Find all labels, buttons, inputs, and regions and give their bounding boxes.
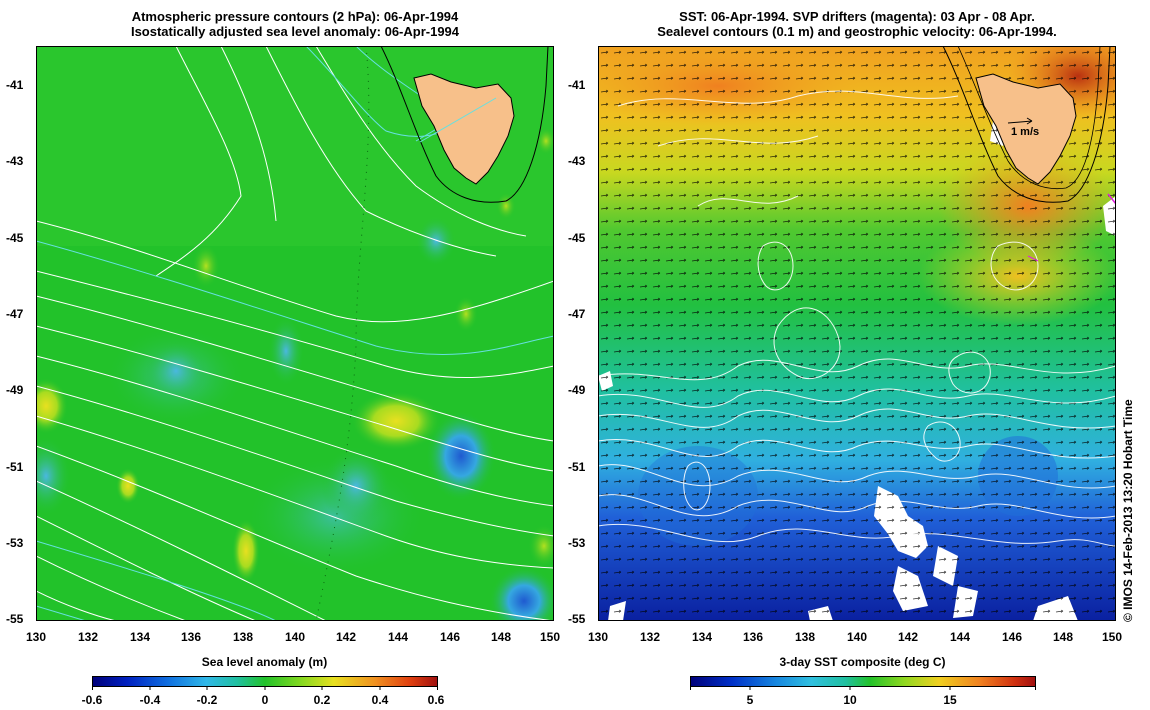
- light-blue-anomaly: [416, 216, 456, 266]
- y-tick-label: -41: [6, 78, 24, 92]
- light-blue-anomaly: [268, 316, 304, 386]
- tasmania-landmass: [975, 73, 1077, 185]
- left-colorbar: [92, 676, 438, 690]
- svp-drifter-track: [1107, 193, 1116, 205]
- light-blue-anomaly: [321, 446, 391, 526]
- x-tick-label: 144: [950, 630, 971, 644]
- y-tick-label: -53: [6, 536, 24, 550]
- lime-anomaly: [454, 296, 478, 332]
- map-frame: [598, 46, 1116, 621]
- x-tick-label: 130: [26, 630, 47, 644]
- x-tick-label: 142: [336, 630, 357, 644]
- y-tick-label: -55: [568, 612, 586, 626]
- x-tick-label: 138: [233, 630, 254, 644]
- bathymetry-contour: [942, 46, 1111, 203]
- colorbar-tick-label: -0.2: [196, 693, 218, 707]
- svp-drifter-track: [1027, 255, 1039, 262]
- y-tick-label: -41: [568, 78, 586, 92]
- right-map: [598, 46, 1116, 621]
- high-anomaly-eddy: [116, 468, 140, 504]
- x-tick-label: 148: [1053, 630, 1074, 644]
- x-tick-label: 146: [440, 630, 461, 644]
- x-tick-label: 150: [1102, 630, 1123, 644]
- x-tick-label: 136: [181, 630, 202, 644]
- y-tick-label: -49: [568, 383, 586, 397]
- colorbar-tick-label: 5: [746, 693, 754, 707]
- low-anomaly-eddy: [489, 566, 554, 621]
- right-colorbar: [690, 676, 1036, 690]
- colorbar-tick-label: 0.6: [427, 693, 445, 707]
- x-tick-label: 148: [491, 630, 512, 644]
- pressure-contours: [36, 46, 554, 621]
- y-tick-label: -47: [6, 307, 24, 321]
- x-tick-label: 134: [130, 630, 151, 644]
- y-tick-label: -49: [6, 383, 24, 397]
- high-anomaly-eddy: [351, 391, 441, 451]
- x-tick-label: 140: [285, 630, 306, 644]
- lime-anomaly: [496, 192, 516, 220]
- lime-anomaly: [192, 244, 220, 288]
- velocity-scale-label: 1 m/s: [1011, 126, 1040, 138]
- copyright-text: © IMOS 14-Feb-2013 13:20 Hobart Time: [1121, 399, 1135, 622]
- x-tick-label: 150: [540, 630, 561, 644]
- colorbar-tick-label: -0.4: [139, 693, 161, 707]
- x-tick-label: 130: [588, 630, 609, 644]
- colorbar-tick-label: 10: [843, 693, 857, 707]
- right-title-line1: SST: 06-Apr-1994. SVP drifters (magenta)…: [679, 9, 1035, 24]
- y-tick-label: -47: [568, 307, 586, 321]
- lime-anomaly: [536, 127, 554, 155]
- right-panel-title: SST: 06-Apr-1994. SVP drifters (magenta)…: [598, 9, 1116, 39]
- bathymetry-contour: [957, 46, 1101, 190]
- x-tick-label: 132: [78, 630, 99, 644]
- left-panel-title: Atmospheric pressure contours (2 hPa): 0…: [36, 9, 554, 39]
- high-anomaly-eddy: [36, 378, 68, 434]
- left-colorbar-title: Sea level anomaly (m): [201, 655, 328, 669]
- x-tick-label: 140: [847, 630, 868, 644]
- colorbar-tick-label: 15: [943, 693, 957, 707]
- x-tick-label: 138: [795, 630, 816, 644]
- y-tick-label: -45: [568, 231, 586, 245]
- bathymetry-dotted-line: [315, 46, 370, 621]
- left-map: [36, 46, 554, 621]
- cyan-contour-over-land: [419, 97, 497, 143]
- colorbar-tick-label: 0: [261, 693, 269, 707]
- velocity-scale-arrow: [1007, 117, 1033, 125]
- y-tick-label: -53: [568, 536, 586, 550]
- left-title-line2: Isostatically adjusted sea level anomaly…: [130, 24, 460, 39]
- y-tick-label: -51: [6, 460, 24, 474]
- low-anomaly-eddy: [426, 411, 496, 501]
- right-colorbar-title: 3-day SST composite (deg C): [779, 655, 946, 669]
- x-tick-label: 134: [692, 630, 713, 644]
- x-tick-label: 142: [898, 630, 919, 644]
- left-title-line1: Atmospheric pressure contours (2 hPa): 0…: [131, 9, 459, 24]
- y-tick-label: -45: [6, 231, 24, 245]
- x-tick-label: 136: [743, 630, 764, 644]
- colorbar-tick-label: 0.4: [371, 693, 389, 707]
- right-title-line2: Sealevel contours (0.1 m) and geostrophi…: [657, 24, 1057, 39]
- colorbar-tick-label: 0.2: [313, 693, 331, 707]
- tasmania-coast-contour: [380, 46, 549, 203]
- y-tick-label: -43: [6, 154, 24, 168]
- colorbar-tick-label: -0.6: [81, 693, 103, 707]
- map-frame: [36, 46, 554, 621]
- light-blue-anomaly: [146, 341, 206, 401]
- x-tick-label: 132: [640, 630, 661, 644]
- sealevel-contours: [598, 90, 1116, 547]
- x-tick-label: 146: [1002, 630, 1023, 644]
- x-tick-label: 144: [388, 630, 409, 644]
- y-tick-label: -43: [568, 154, 586, 168]
- y-tick-label: -51: [568, 460, 586, 474]
- high-anomaly-eddy: [232, 519, 260, 583]
- y-tick-label: -55: [6, 612, 24, 626]
